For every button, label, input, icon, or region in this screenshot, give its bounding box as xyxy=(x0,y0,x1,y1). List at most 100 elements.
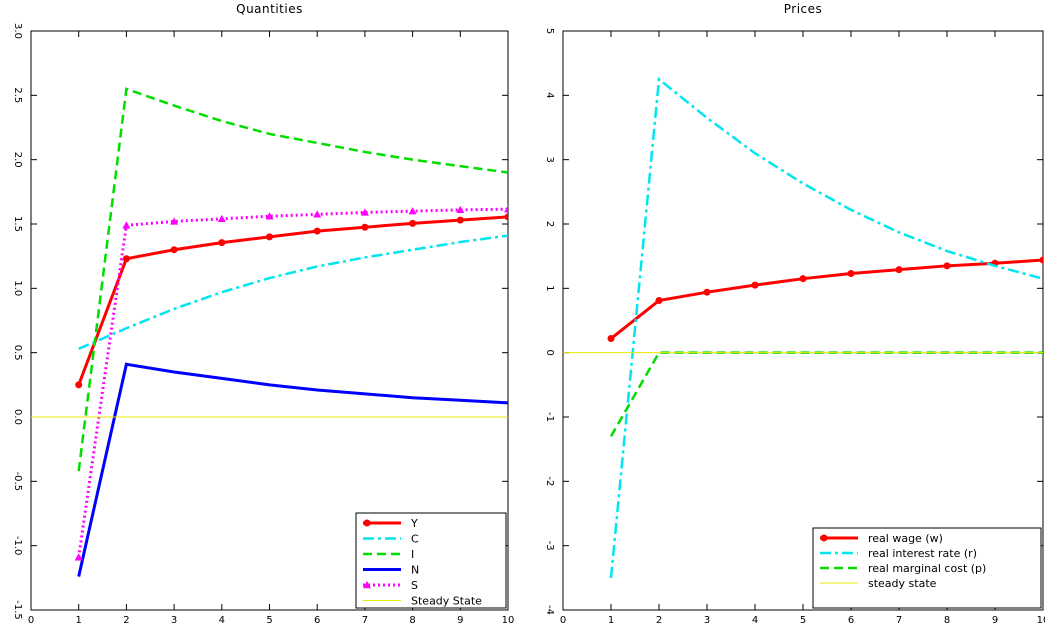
data-point xyxy=(122,221,131,229)
data-point xyxy=(607,335,615,343)
x-tick-label: 7 xyxy=(362,615,368,626)
legend-label: steady state xyxy=(868,577,937,590)
series-line-real-interest-rate-r- xyxy=(609,76,1043,578)
y-tick-label: -1 xyxy=(544,412,555,422)
legend-label: real marginal cost (p) xyxy=(868,562,986,575)
data-point xyxy=(456,205,465,214)
x-tick-label: 2 xyxy=(656,615,662,626)
data-point xyxy=(75,381,83,389)
y-tick-label: 0.5 xyxy=(12,345,23,361)
quantities-panel: Quantities 0 1 2 3 4 5 6 7 8 9 10 -1.5 -1.0 -0.5 0.0 0.… xyxy=(12,2,514,626)
y-tick-label: 2.5 xyxy=(12,87,23,103)
legend-label: Y xyxy=(410,517,418,530)
y-tick-label: -1.5 xyxy=(12,600,23,620)
chart-title: Prices xyxy=(784,2,823,16)
x-tick-label: 0 xyxy=(28,615,34,626)
data-point xyxy=(360,208,369,216)
data-point xyxy=(122,255,130,263)
y-tick-label: 4 xyxy=(544,92,555,98)
y-tick-label: 0.0 xyxy=(12,409,23,425)
legend-marker xyxy=(363,581,371,589)
x-tick-label: 6 xyxy=(848,615,854,626)
x-tick-label: 8 xyxy=(409,615,415,626)
data-point xyxy=(847,270,855,278)
x-tick-label: 3 xyxy=(171,615,177,626)
data-point xyxy=(504,213,508,221)
chart-title: Quantities xyxy=(236,2,303,16)
data-point xyxy=(703,288,711,296)
y-tick-label: 2.0 xyxy=(12,152,23,168)
data-point xyxy=(408,207,417,215)
legend-label: S xyxy=(411,579,418,592)
series-line-y xyxy=(77,215,508,386)
data-point xyxy=(265,212,274,220)
y-tick-label: 1 xyxy=(544,285,555,291)
x-tick-label: 4 xyxy=(752,615,758,626)
data-point xyxy=(266,233,273,241)
data-point xyxy=(799,275,807,283)
y-tick-label: 1.0 xyxy=(12,280,23,296)
data-point xyxy=(895,266,903,274)
x-tick-label: 4 xyxy=(219,615,225,626)
x-tick-label: 0 xyxy=(560,615,566,626)
x-tick-label: 1 xyxy=(76,615,82,626)
series-group xyxy=(31,87,508,577)
data-point xyxy=(456,216,464,224)
x-tick-label: 9 xyxy=(457,615,463,626)
data-point xyxy=(655,297,663,305)
legend-label: I xyxy=(411,548,414,561)
data-point xyxy=(1039,256,1043,264)
legend-label: N xyxy=(411,564,419,577)
y-tick-label: -2 xyxy=(544,476,555,486)
series-group xyxy=(563,76,1043,578)
data-point xyxy=(409,219,417,227)
prices-panel: Prices 0 1 2 3 4 5 6 7 8 9 10 -4 -3 -2 -1 0 1 2 3 4 5 real wa… xyxy=(544,2,1045,626)
series-line-s xyxy=(77,207,508,558)
x-tick-label: 10 xyxy=(502,615,515,626)
y-tick-label: 2 xyxy=(544,221,555,227)
y-tick-label: 0 xyxy=(544,349,555,355)
x-tick-label: 9 xyxy=(992,615,998,626)
x-tick-label: 7 xyxy=(896,615,902,626)
y-tick-label: -0.5 xyxy=(12,472,23,492)
data-point xyxy=(217,214,226,223)
y-tick-label: 1.5 xyxy=(12,216,23,232)
legend-box xyxy=(355,512,507,609)
x-tick-label: 5 xyxy=(266,615,272,626)
data-point xyxy=(170,246,178,254)
data-point xyxy=(943,262,951,270)
data-point xyxy=(218,239,226,247)
data-point xyxy=(313,227,321,235)
data-point xyxy=(170,217,179,225)
legend-label: C xyxy=(411,533,419,546)
x-tick-label: 10 xyxy=(1037,615,1045,626)
data-point xyxy=(74,553,83,561)
y-tick-label: 3.0 xyxy=(12,23,23,39)
legend-label: Steady State xyxy=(411,595,482,608)
x-tick-label: 5 xyxy=(800,615,806,626)
series-line-c xyxy=(78,234,508,350)
data-point xyxy=(313,210,322,218)
data-point xyxy=(504,205,508,213)
x-tick-label: 2 xyxy=(123,615,129,626)
series-line-n xyxy=(77,362,508,577)
y-tick-label: -1.0 xyxy=(12,536,23,556)
x-tick-label: 1 xyxy=(608,615,614,626)
legend-marker xyxy=(363,519,371,527)
series-line-i xyxy=(77,87,508,472)
series-line-real-marginal-cost-p- xyxy=(609,351,1043,437)
y-tick-label: -3 xyxy=(544,541,555,551)
y-tick-label: 5 xyxy=(544,28,555,34)
series-line-real-wage-w- xyxy=(610,258,1043,340)
legend-label: real interest rate (r) xyxy=(868,547,977,560)
y-tick-label: -4 xyxy=(544,605,555,615)
x-tick-label: 6 xyxy=(314,615,320,626)
x-tick-label: 8 xyxy=(944,615,950,626)
legend-label: real wage (w) xyxy=(868,532,943,545)
legend-marker xyxy=(820,534,828,542)
x-tick-label: 3 xyxy=(704,615,710,626)
legend: real wage (w) real interest rate (r) real … xyxy=(812,527,1042,609)
y-tick-label: 3 xyxy=(544,156,555,162)
